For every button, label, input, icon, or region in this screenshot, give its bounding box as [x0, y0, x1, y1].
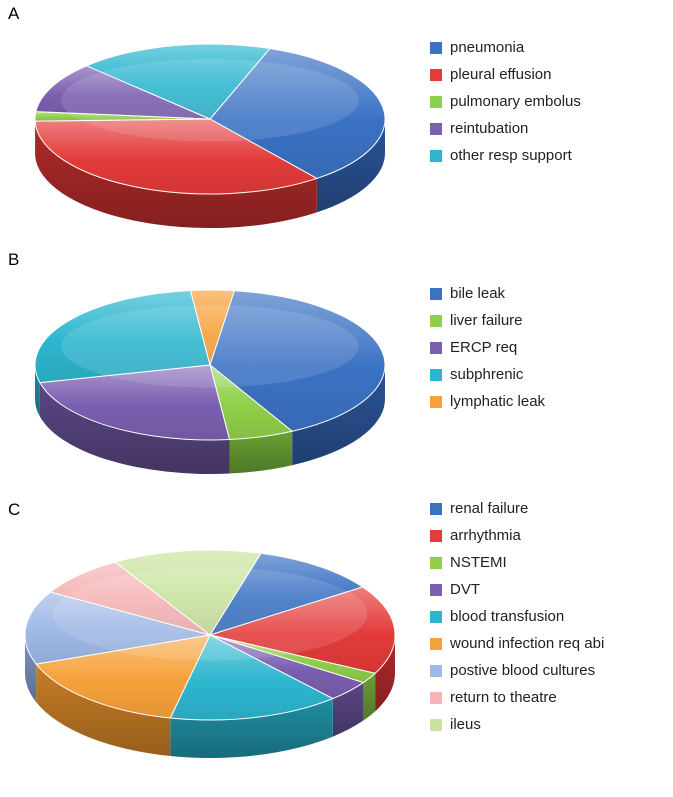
- legend-swatch: [430, 692, 442, 704]
- legend-item: wound infection req abi: [430, 635, 604, 652]
- legend-swatch: [430, 719, 442, 731]
- legend-label: subphrenic: [450, 366, 523, 383]
- legend-item: lymphatic leak: [430, 393, 545, 410]
- legend-label: renal failure: [450, 500, 528, 517]
- legend-swatch: [430, 342, 442, 354]
- legend-item: reintubation: [430, 120, 581, 137]
- legend-label: wound infection req abi: [450, 635, 604, 652]
- legend-item: postive blood cultures: [430, 662, 604, 679]
- legend-swatch: [430, 665, 442, 677]
- legend-item: bile leak: [430, 285, 545, 302]
- legend-label: DVT: [450, 581, 480, 598]
- legend-label: pulmonary embolus: [450, 93, 581, 110]
- legend-item: pneumonia: [430, 39, 581, 56]
- legend-label: NSTEMI: [450, 554, 507, 571]
- legend-swatch: [430, 557, 442, 569]
- legend-label: pneumonia: [450, 39, 524, 56]
- legend-label: other resp support: [450, 147, 572, 164]
- legend-swatch: [430, 315, 442, 327]
- legend-label: bile leak: [450, 285, 505, 302]
- panel-A: Apneumoniapleural effusionpulmonary embo…: [0, 4, 673, 229]
- pie-highlight: [53, 567, 368, 661]
- legend-label: return to theatre: [450, 689, 557, 706]
- legend-label: ileus: [450, 716, 481, 733]
- legend-item: liver failure: [430, 312, 545, 329]
- legend-item: blood transfusion: [430, 608, 604, 625]
- legend: bile leak liver failure ERCP req subphrenic…: [430, 285, 545, 420]
- legend-item: NSTEMI: [430, 554, 604, 571]
- legend: pneumonia pleural effusion pulmonary embol…: [430, 39, 581, 174]
- legend-label: liver failure: [450, 312, 523, 329]
- legend-item: arrhythmia: [430, 527, 604, 544]
- legend-swatch: [430, 123, 442, 135]
- legend-label: lymphatic leak: [450, 393, 545, 410]
- legend-item: ileus: [430, 716, 604, 733]
- legend-item: DVT: [430, 581, 604, 598]
- legend-label: ERCP req: [450, 339, 517, 356]
- legend-swatch: [430, 150, 442, 162]
- legend-item: subphrenic: [430, 366, 545, 383]
- legend-item: pleural effusion: [430, 66, 581, 83]
- legend-label: pleural effusion: [450, 66, 551, 83]
- legend-swatch: [430, 584, 442, 596]
- legend: renal failure arrhythmia NSTEMI DVT blood tr…: [430, 500, 604, 743]
- legend-label: postive blood cultures: [450, 662, 595, 679]
- pie-chart: [0, 250, 420, 475]
- figure: Apneumoniapleural effusionpulmonary embo…: [0, 0, 673, 797]
- legend-item: renal failure: [430, 500, 604, 517]
- pie-highlight: [61, 59, 359, 142]
- legend-swatch: [430, 638, 442, 650]
- legend-item: return to theatre: [430, 689, 604, 706]
- legend-item: ERCP req: [430, 339, 545, 356]
- legend-swatch: [430, 69, 442, 81]
- legend-swatch: [430, 42, 442, 54]
- legend-swatch: [430, 396, 442, 408]
- legend-swatch: [430, 611, 442, 623]
- legend-label: blood transfusion: [450, 608, 564, 625]
- legend-swatch: [430, 288, 442, 300]
- legend-swatch: [430, 530, 442, 542]
- legend-item: other resp support: [430, 147, 581, 164]
- legend-label: arrhythmia: [450, 527, 521, 544]
- panel-B: Bbile leakliver failureERCP reqsubphreni…: [0, 250, 673, 475]
- pie-chart: [0, 4, 420, 229]
- legend-item: pulmonary embolus: [430, 93, 581, 110]
- legend-swatch: [430, 503, 442, 515]
- legend-swatch: [430, 96, 442, 108]
- pie-chart: [0, 500, 420, 780]
- legend-label: reintubation: [450, 120, 528, 137]
- pie-highlight: [61, 305, 359, 388]
- legend-swatch: [430, 369, 442, 381]
- panel-C: Crenal failurearrhythmiaNSTEMIDVTblood t…: [0, 500, 673, 780]
